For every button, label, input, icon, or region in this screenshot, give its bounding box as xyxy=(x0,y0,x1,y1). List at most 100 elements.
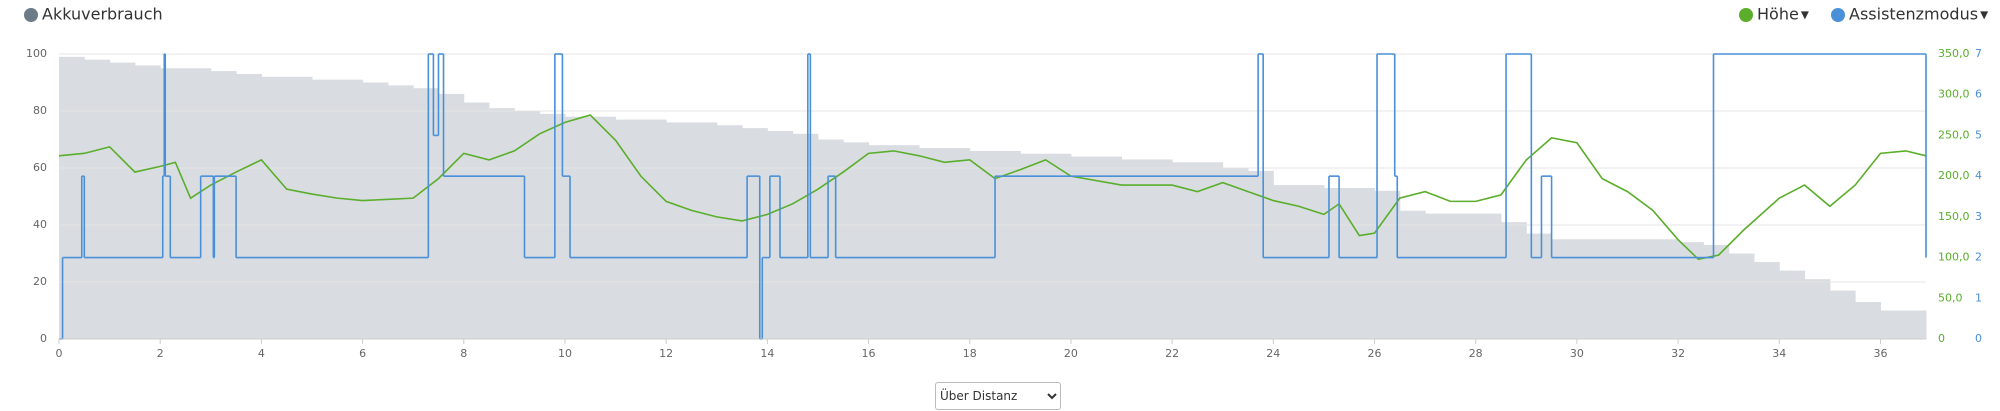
y3-tick-label: 5 xyxy=(1975,128,1982,141)
battery-step xyxy=(1703,244,1730,339)
x-tick-label: 0 xyxy=(56,347,63,360)
battery-step xyxy=(261,76,313,340)
battery-step xyxy=(1779,270,1806,339)
y-tick-label: 0 xyxy=(40,332,47,345)
y3-tick-label: 4 xyxy=(1975,169,1982,182)
battery-step xyxy=(311,79,364,340)
x-tick-label: 32 xyxy=(1671,347,1685,360)
x-tick-label: 30 xyxy=(1570,347,1584,360)
legend-label: Höhe xyxy=(1757,5,1799,24)
x-tick-label: 8 xyxy=(460,347,467,360)
x-tick-label: 34 xyxy=(1772,347,1786,360)
legend-label: Akkuverbrauch xyxy=(42,5,163,24)
battery-step xyxy=(109,62,136,340)
x-tick-label: 26 xyxy=(1368,347,1382,360)
battery-step xyxy=(1551,239,1679,339)
battery-step xyxy=(134,65,161,340)
y2-tick-label: 200,0 xyxy=(1938,169,1970,182)
x-tick-label: 20 xyxy=(1064,347,1078,360)
battery-step xyxy=(843,142,870,339)
elevation-line xyxy=(58,114,1927,261)
battery-step xyxy=(1728,253,1755,339)
y-tick-label: 20 xyxy=(33,275,47,288)
x-tick-label: 18 xyxy=(963,347,977,360)
battery-step xyxy=(564,116,617,339)
legend-marker xyxy=(1831,8,1845,22)
y-tick-label: 80 xyxy=(33,104,47,117)
battery-step xyxy=(1020,153,1072,339)
y-tick-label: 60 xyxy=(33,161,47,174)
legend-label: Assistenzmodus xyxy=(1849,5,1978,24)
battery-step xyxy=(742,128,768,339)
battery-step xyxy=(1678,242,1704,339)
battery-step xyxy=(792,133,819,339)
battery-step xyxy=(1399,210,1426,339)
battery-step xyxy=(489,108,515,340)
battery-step xyxy=(84,59,111,339)
battery-step xyxy=(236,73,262,339)
y2-tick-label: 50,0 xyxy=(1938,291,1963,304)
x-tick-label: 12 xyxy=(659,347,673,360)
x-tick-label: 6 xyxy=(359,347,366,360)
battery-step xyxy=(1323,187,1376,339)
battery-step xyxy=(160,68,212,339)
battery-step xyxy=(1880,310,1927,339)
y2-tick-label: 250,0 xyxy=(1938,128,1970,141)
y2-tick-label: 300,0 xyxy=(1938,88,1970,101)
battery-step xyxy=(539,113,566,339)
battery-step xyxy=(1121,159,1173,339)
x-tick-label: 14 xyxy=(760,347,774,360)
x-tick-label: 22 xyxy=(1165,347,1179,360)
battery-step xyxy=(438,93,465,340)
x-tick-label: 36 xyxy=(1873,347,1887,360)
battery-step xyxy=(1829,290,1856,339)
battery-step xyxy=(387,85,414,339)
x-tick-label: 2 xyxy=(157,347,164,360)
battery-step xyxy=(463,102,490,339)
legend-marker xyxy=(1739,8,1753,22)
y2-tick-label: 100,0 xyxy=(1938,251,1970,264)
x-tick-label: 10 xyxy=(558,347,572,360)
battery-step xyxy=(1374,190,1401,339)
battery-step xyxy=(1804,279,1831,339)
y-tick-label: 100 xyxy=(26,47,47,60)
battery-step xyxy=(413,88,439,339)
battery-step xyxy=(716,125,743,339)
line-layer xyxy=(58,53,1927,340)
battery-step xyxy=(1273,185,1325,339)
y2-tick-label: 0 xyxy=(1938,332,1945,345)
y3-tick-label: 2 xyxy=(1975,251,1982,264)
battery-step xyxy=(362,82,389,339)
y-tick-label: 40 xyxy=(33,218,47,231)
battery-step xyxy=(1222,168,1249,339)
battery-step xyxy=(1855,301,1881,339)
battery-step xyxy=(868,145,920,339)
x-tick-label: 16 xyxy=(862,347,876,360)
battery-step xyxy=(1172,162,1224,339)
legend-dropdown-icon: ▾ xyxy=(1980,5,1988,24)
battery-step xyxy=(615,119,667,339)
x-tick-label: 4 xyxy=(258,347,265,360)
y3-tick-label: 0 xyxy=(1975,332,1982,345)
y3-tick-label: 3 xyxy=(1975,210,1982,223)
legend-marker xyxy=(24,8,38,22)
battery-step xyxy=(1425,213,1502,339)
battery-step xyxy=(919,148,971,339)
y2-tick-label: 150,0 xyxy=(1938,210,1970,223)
y3-tick-label: 1 xyxy=(1975,291,1982,304)
battery-step xyxy=(1526,233,1553,339)
x-tick-label: 28 xyxy=(1469,347,1483,360)
battery-step xyxy=(1753,262,1780,339)
legend-dropdown-icon: ▾ xyxy=(1801,5,1809,24)
battery-step xyxy=(817,139,844,339)
view-selector[interactable]: Über Distanz xyxy=(935,382,1061,410)
y3-tick-label: 7 xyxy=(1975,47,1982,60)
x-tick-label: 24 xyxy=(1266,347,1280,360)
battery-step xyxy=(1500,222,1527,339)
y3-tick-label: 6 xyxy=(1975,88,1982,101)
y2-tick-label: 350,0 xyxy=(1938,47,1970,60)
battery-step xyxy=(1070,156,1123,339)
battery-step xyxy=(666,122,718,340)
